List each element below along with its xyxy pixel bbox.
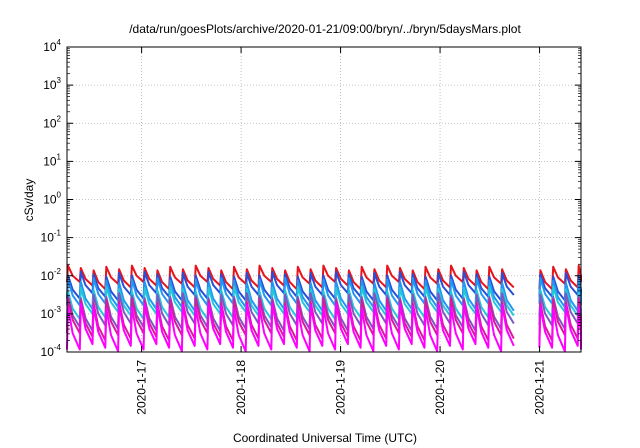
y-tick-base: 10 bbox=[41, 345, 55, 359]
y-tick-label: 10-2 bbox=[41, 267, 62, 283]
y-axis-label: cSv/day bbox=[22, 179, 36, 222]
y-tick-base: 10 bbox=[41, 231, 55, 245]
x-tick-labels: 2020-1-17 2020-1-18 2020-1-19 2020-1-20 2020… bbox=[135, 360, 547, 415]
y-tick-exponent: 0 bbox=[57, 191, 62, 200]
x-tick-label: 2020-1-18 bbox=[234, 360, 248, 415]
x-tick-label: 2020-1-19 bbox=[334, 360, 348, 415]
chart-title: /data/run/goesPlots/archive/2020-01-21/0… bbox=[129, 22, 521, 36]
axes bbox=[66, 46, 582, 353]
x-tick-label: 2020-1-20 bbox=[433, 360, 447, 415]
y-tick-base: 10 bbox=[43, 78, 57, 92]
plot-frame bbox=[66, 46, 582, 353]
y-tick-exponent: 1 bbox=[57, 152, 62, 161]
y-tick-base: 10 bbox=[43, 40, 57, 54]
y-tick-label: 10-4 bbox=[41, 343, 62, 359]
y-tick-label: 100 bbox=[43, 191, 61, 207]
y-tick-exponent: -4 bbox=[54, 343, 62, 352]
series-line bbox=[66, 302, 582, 353]
y-tick-base: 10 bbox=[41, 307, 55, 321]
y-tick-exponent: -3 bbox=[54, 305, 62, 314]
y-tick-label: 10-3 bbox=[41, 305, 62, 321]
y-tick-base: 10 bbox=[43, 154, 57, 168]
y-tick-exponent: 4 bbox=[57, 38, 62, 47]
y-tick-base: 10 bbox=[43, 193, 57, 207]
y-tick-exponent: 3 bbox=[57, 76, 62, 85]
y-tick-label: 102 bbox=[43, 114, 61, 130]
y-tick-label: 104 bbox=[43, 38, 61, 54]
y-tick-label: 101 bbox=[43, 152, 61, 168]
y-tick-label: 103 bbox=[43, 76, 61, 92]
y-tick-label: 10-1 bbox=[41, 229, 62, 245]
y-tick-exponent: -1 bbox=[54, 229, 62, 238]
x-axis-label: Coordinated Universal Time (UTC) bbox=[233, 431, 417, 445]
y-tick-base: 10 bbox=[43, 116, 57, 130]
y-tick-exponent: -2 bbox=[54, 267, 62, 276]
y-tick-exponent: 2 bbox=[57, 114, 62, 123]
x-tick-label: 2020-1-17 bbox=[135, 360, 149, 415]
x-tick-label: 2020-1-21 bbox=[533, 360, 547, 415]
y-tick-base: 10 bbox=[41, 269, 55, 283]
